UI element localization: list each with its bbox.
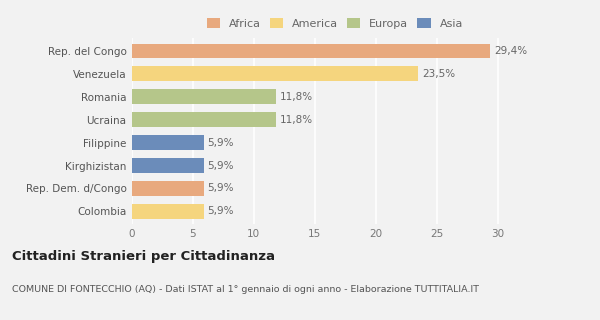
Bar [132,89,276,104]
Text: 5,9%: 5,9% [208,138,234,148]
Text: 5,9%: 5,9% [208,161,234,171]
Bar [132,67,418,81]
Bar [132,135,204,150]
Text: COMUNE DI FONTECCHIO (AQ) - Dati ISTAT al 1° gennaio di ogni anno - Elaborazione: COMUNE DI FONTECCHIO (AQ) - Dati ISTAT a… [12,285,479,294]
Legend: Africa, America, Europa, Asia: Africa, America, Europa, Asia [205,16,465,31]
Text: 11,8%: 11,8% [280,115,313,125]
Text: 11,8%: 11,8% [280,92,313,102]
Text: 29,4%: 29,4% [494,46,527,56]
Bar [132,204,204,219]
Text: 5,9%: 5,9% [208,206,234,216]
Bar [132,44,490,59]
Bar [132,112,276,127]
Bar [132,158,204,173]
Text: Cittadini Stranieri per Cittadinanza: Cittadini Stranieri per Cittadinanza [12,250,275,263]
Text: 23,5%: 23,5% [422,69,455,79]
Bar [132,181,204,196]
Text: 5,9%: 5,9% [208,183,234,194]
